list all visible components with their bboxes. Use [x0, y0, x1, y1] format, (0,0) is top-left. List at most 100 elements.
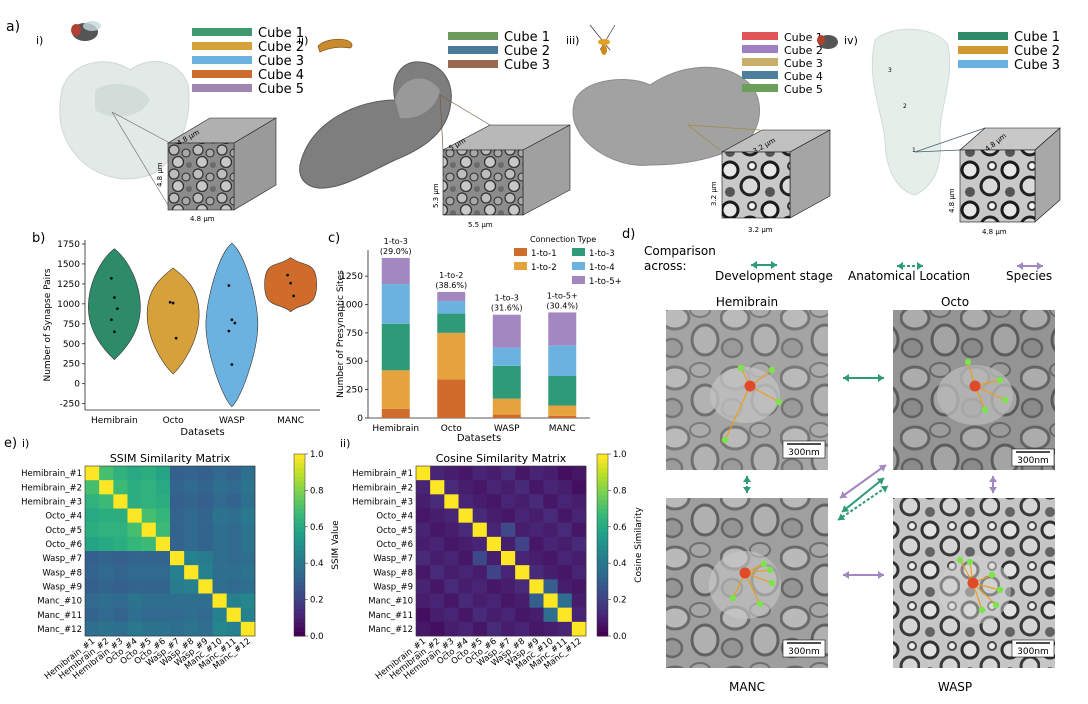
panel-label-a: a) — [6, 19, 20, 35]
colorbar-step — [597, 454, 608, 460]
data-point — [109, 318, 113, 322]
heatmap-cell — [543, 536, 558, 552]
colorbar-step — [294, 549, 305, 555]
heatmap-cell — [141, 565, 157, 580]
data-point — [227, 329, 231, 333]
heatmap-cell — [226, 565, 242, 580]
postsynaptic-point — [981, 406, 989, 414]
heatmap-cell — [486, 494, 502, 509]
synapse-link — [974, 385, 1006, 401]
heatmap-cell — [416, 522, 431, 538]
dim-label: 4.8 μm — [190, 215, 215, 223]
colorbar-step — [294, 563, 305, 569]
heatmap-cell — [127, 494, 142, 509]
violin-wasp — [205, 242, 259, 408]
row-label: Wasp_#8 — [42, 568, 82, 578]
row-label: Manc_#11 — [37, 611, 82, 621]
heatmap-cell — [571, 466, 587, 481]
row-label: Hemibrain_#1 — [352, 469, 413, 479]
y-tick-label: 750 — [63, 320, 80, 330]
heatmap-cell — [240, 494, 256, 509]
heatmap-cell — [529, 522, 544, 538]
heatmap-cell — [515, 522, 530, 538]
roman-label: iii) — [566, 34, 579, 47]
heatmap-cell — [127, 579, 142, 594]
colorbar-step — [294, 535, 305, 541]
heatmap-cell — [458, 536, 473, 552]
em-image-manc — [666, 498, 828, 668]
heatmap-cell — [170, 480, 185, 495]
legend-swatch — [958, 32, 1008, 40]
arrow-head — [878, 571, 884, 579]
fly-icon — [71, 21, 101, 41]
postsynaptic-point — [729, 594, 737, 602]
postsynaptic-point — [721, 436, 729, 444]
y-tick-label: 0 — [357, 414, 363, 424]
row-label: Hemibrain_#3 — [21, 497, 82, 507]
heatmap-cell — [113, 494, 128, 509]
brain-render-inner — [395, 78, 440, 119]
scale-bar-box — [1011, 448, 1055, 467]
heatmap-cell — [571, 593, 587, 608]
heatmap-cell — [127, 621, 142, 637]
heatmap-cell — [113, 480, 128, 495]
comparison-text: across: — [644, 259, 687, 273]
bar-segment — [381, 370, 410, 409]
cosine-heatmap: Cosine Similarity Matrix Hemibrain_#1 Hemi… — [352, 450, 644, 682]
heatmap-cell — [430, 579, 445, 594]
colorbar-step — [597, 554, 608, 560]
colorbar-step — [597, 535, 608, 541]
colorbar-step — [597, 631, 608, 637]
colorbar-step — [294, 513, 305, 519]
legend-swatch — [572, 276, 585, 284]
heatmap-cell — [571, 579, 587, 594]
legend-label: Development stage — [715, 269, 833, 283]
row-label: Wasp_#7 — [42, 554, 82, 564]
colorbar-step — [294, 595, 305, 601]
heatmap-cell — [444, 536, 459, 552]
legend-swatch — [958, 46, 1008, 54]
heatmap-cell — [501, 508, 516, 523]
heatmap-cell — [170, 621, 185, 637]
heatmap-cell — [113, 536, 128, 552]
legend-label: 1-to-1 — [531, 249, 557, 259]
heatmap-cell — [99, 551, 114, 566]
heatmap-cell — [99, 536, 114, 552]
heatmap-cell — [113, 593, 128, 608]
colorbar-step — [294, 485, 305, 491]
heatmap-cell — [501, 607, 516, 623]
legend-label: Species — [1006, 269, 1052, 283]
heatmap-cell — [155, 579, 171, 594]
heatmap-cell — [430, 593, 445, 608]
data-point — [109, 276, 113, 280]
heatmap-cell — [113, 607, 128, 623]
colorbar-step — [294, 604, 305, 610]
arrow-head — [843, 571, 849, 579]
heatmap-cell — [99, 508, 114, 523]
synapse-link — [744, 572, 761, 605]
row-label: Manc_#10 — [368, 597, 413, 607]
heatmap-cell — [501, 466, 516, 481]
heatmap-cell — [240, 508, 256, 523]
legend-title: Connection Type — [530, 235, 596, 244]
heatmap-cell — [155, 466, 171, 481]
image-title-octo: Octo — [941, 295, 969, 309]
roman-label: ii) — [298, 34, 308, 47]
colorbar-step — [294, 590, 305, 596]
synapse-link — [749, 385, 780, 403]
bar-segment — [381, 323, 410, 371]
heatmap-cell — [212, 536, 227, 552]
heatmap-cell — [99, 522, 114, 538]
legend-swatch — [448, 32, 498, 40]
heatmap-cell — [486, 551, 502, 566]
colorbar-step — [294, 499, 305, 505]
colorbar-step — [597, 540, 608, 546]
heatmap-cell — [155, 565, 171, 580]
postsynaptic-point — [1001, 396, 1009, 404]
x-tick-label: WASP — [219, 416, 245, 426]
x-axis-label: Datasets — [180, 427, 224, 438]
heatmap-cell — [543, 621, 558, 637]
